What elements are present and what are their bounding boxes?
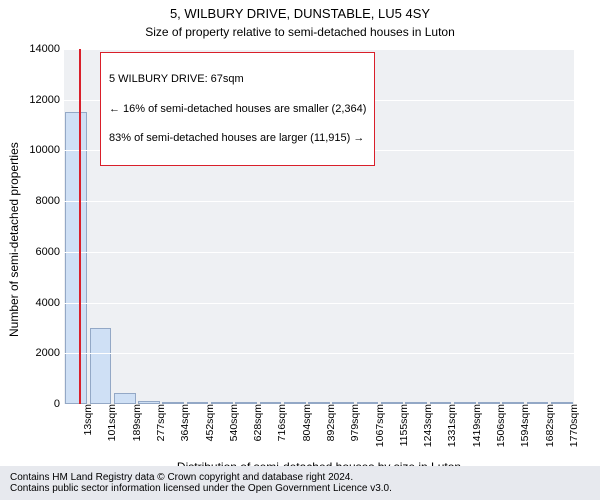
y-tick-label: 0	[24, 398, 64, 410]
x-tick-label: 189sqm	[129, 404, 143, 441]
footer-line-1: Contains HM Land Registry data © Crown c…	[10, 472, 590, 483]
chart-title: 5, WILBURY DRIVE, DUNSTABLE, LU5 4SY	[0, 0, 600, 23]
x-tick-label: 1506sqm	[493, 404, 507, 447]
info-line-2: ← 16% of semi-detached houses are smalle…	[109, 102, 366, 117]
x-tick-label: 716sqm	[274, 404, 288, 441]
x-tick-label: 1243sqm	[420, 404, 434, 447]
x-tick-label: 364sqm	[177, 404, 191, 441]
x-tick-label: 1594sqm	[517, 404, 531, 447]
x-tick-label: 1419sqm	[469, 404, 483, 447]
histogram-bar	[90, 328, 112, 404]
x-tick-label: 804sqm	[299, 404, 313, 441]
y-tick-label: 8000	[24, 195, 64, 207]
y-tick-label: 2000	[24, 347, 64, 359]
y-tick-label: 10000	[24, 144, 64, 156]
grid-line	[64, 353, 574, 354]
x-tick-label: 13sqm	[80, 404, 94, 436]
histogram-bar	[65, 112, 87, 404]
y-tick-label: 14000	[24, 43, 64, 55]
x-tick-label: 277sqm	[153, 404, 167, 441]
info-box: 5 WILBURY DRIVE: 67sqm ← 16% of semi-det…	[100, 52, 375, 166]
x-tick-label: 1331sqm	[444, 404, 458, 447]
x-tick-label: 1067sqm	[372, 404, 386, 447]
grid-line	[64, 49, 574, 50]
x-tick-label: 1155sqm	[396, 404, 410, 446]
x-tick-label: 1770sqm	[566, 404, 580, 447]
x-tick-label: 892sqm	[323, 404, 337, 441]
x-tick-label: 101sqm	[104, 404, 118, 441]
x-tick-label: 628sqm	[250, 404, 264, 441]
x-tick-label: 540sqm	[226, 404, 240, 441]
chart-subtitle: Size of property relative to semi-detach…	[0, 23, 600, 39]
x-tick-label: 1682sqm	[542, 404, 556, 447]
footer: Contains HM Land Registry data © Crown c…	[0, 466, 600, 500]
y-tick-label: 6000	[24, 246, 64, 258]
reference-line	[79, 49, 81, 404]
x-tick-label: 979sqm	[347, 404, 361, 441]
y-tick-label: 12000	[24, 94, 64, 106]
grid-line	[64, 303, 574, 304]
info-line-1: 5 WILBURY DRIVE: 67sqm	[109, 72, 366, 87]
grid-line	[64, 201, 574, 202]
info-line-3: 83% of semi-detached houses are larger (…	[109, 131, 366, 146]
histogram-bar	[114, 393, 136, 404]
grid-line	[64, 252, 574, 253]
y-axis-label: Number of semi-detached properties	[7, 142, 21, 337]
x-tick-label: 452sqm	[202, 404, 216, 441]
footer-line-2: Contains public sector information licen…	[10, 483, 590, 494]
y-tick-label: 4000	[24, 297, 64, 309]
